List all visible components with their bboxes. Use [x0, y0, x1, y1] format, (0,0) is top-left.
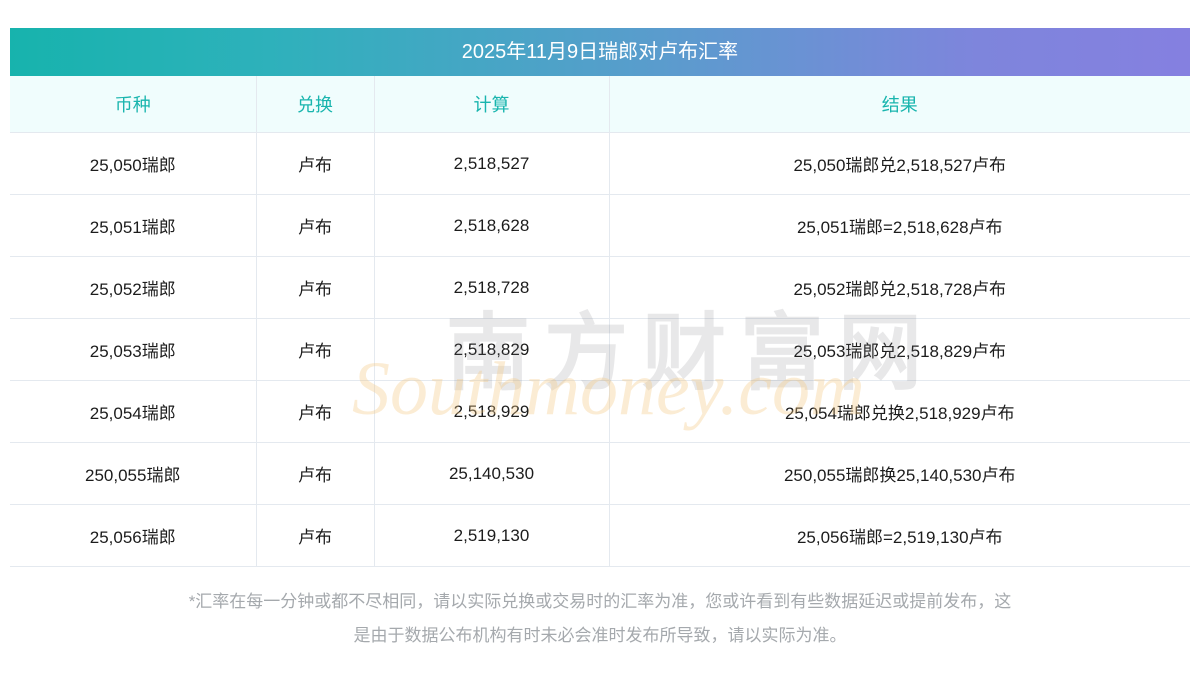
table-row: 25,056瑞郎 卢布 2,519,130 25,056瑞郎=2,519,130…: [10, 504, 1190, 567]
disclaimer-note: *汇率在每一分钟或都不尽相同，请以实际兑换或交易时的汇率为准，您或许看到有些数据…: [10, 585, 1190, 653]
column-header-exchange: 兑换: [255, 76, 375, 133]
cell-result: 25,050瑞郎兑2,518,527卢布: [608, 132, 1190, 195]
cell-exchange: 卢布: [255, 504, 375, 567]
column-header-calculation: 计算: [373, 76, 610, 133]
cell-result: 25,051瑞郎=2,518,628卢布: [608, 194, 1190, 257]
cell-calculation: 2,518,527: [373, 132, 610, 195]
table-row: 25,053瑞郎 卢布 2,518,829 25,053瑞郎兑2,518,829…: [10, 318, 1190, 381]
rate-page: 南方财富网 Southmoney.com 2025年11月9日瑞郎对卢布汇率 币…: [0, 28, 1200, 700]
cell-result: 25,052瑞郎兑2,518,728卢布: [608, 256, 1190, 319]
cell-exchange: 卢布: [255, 132, 375, 195]
column-header-result: 结果: [608, 76, 1190, 133]
cell-calculation: 2,518,628: [373, 194, 610, 257]
cell-calculation: 2,518,929: [373, 380, 610, 443]
exchange-rate-table: 币种 兑换 计算 结果 25,050瑞郎 卢布 2,518,527 25,050…: [10, 76, 1190, 567]
cell-currency: 250,055瑞郎: [10, 442, 257, 505]
cell-currency: 25,054瑞郎: [10, 380, 257, 443]
table-header: 币种 兑换 计算 结果: [10, 76, 1190, 133]
disclaimer-line-1: *汇率在每一分钟或都不尽相同，请以实际兑换或交易时的汇率为准，您或许看到有些数据…: [188, 592, 1012, 611]
column-header-currency: 币种: [10, 76, 257, 133]
cell-exchange: 卢布: [255, 380, 375, 443]
table-row: 25,052瑞郎 卢布 2,518,728 25,052瑞郎兑2,518,728…: [10, 256, 1190, 319]
disclaimer-line-2: 是由于数据公布机构有时未必会准时发布所导致，请以实际为准。: [353, 626, 847, 645]
cell-result: 250,055瑞郎换25,140,530卢布: [608, 442, 1190, 505]
cell-currency: 25,052瑞郎: [10, 256, 257, 319]
cell-calculation: 2,518,829: [373, 318, 610, 381]
cell-exchange: 卢布: [255, 194, 375, 257]
cell-result: 25,054瑞郎兑换2,518,929卢布: [608, 380, 1190, 443]
cell-currency: 25,051瑞郎: [10, 194, 257, 257]
cell-calculation: 2,518,728: [373, 256, 610, 319]
cell-calculation: 25,140,530: [373, 442, 610, 505]
table-row: 25,051瑞郎 卢布 2,518,628 25,051瑞郎=2,518,628…: [10, 194, 1190, 257]
cell-calculation: 2,519,130: [373, 504, 610, 567]
cell-exchange: 卢布: [255, 256, 375, 319]
table-row: 25,050瑞郎 卢布 2,518,527 25,050瑞郎兑2,518,527…: [10, 132, 1190, 195]
cell-currency: 25,050瑞郎: [10, 132, 257, 195]
cell-result: 25,053瑞郎兑2,518,829卢布: [608, 318, 1190, 381]
cell-currency: 25,056瑞郎: [10, 504, 257, 567]
table-row: 250,055瑞郎 卢布 25,140,530 250,055瑞郎换25,140…: [10, 442, 1190, 505]
cell-currency: 25,053瑞郎: [10, 318, 257, 381]
table-row: 25,054瑞郎 卢布 2,518,929 25,054瑞郎兑换2,518,92…: [10, 380, 1190, 443]
cell-result: 25,056瑞郎=2,519,130卢布: [608, 504, 1190, 567]
cell-exchange: 卢布: [255, 442, 375, 505]
table-body: 25,050瑞郎 卢布 2,518,527 25,050瑞郎兑2,518,527…: [10, 132, 1190, 567]
page-title: 2025年11月9日瑞郎对卢布汇率: [10, 28, 1190, 76]
table-header-row: 币种 兑换 计算 结果: [10, 76, 1190, 133]
cell-exchange: 卢布: [255, 318, 375, 381]
